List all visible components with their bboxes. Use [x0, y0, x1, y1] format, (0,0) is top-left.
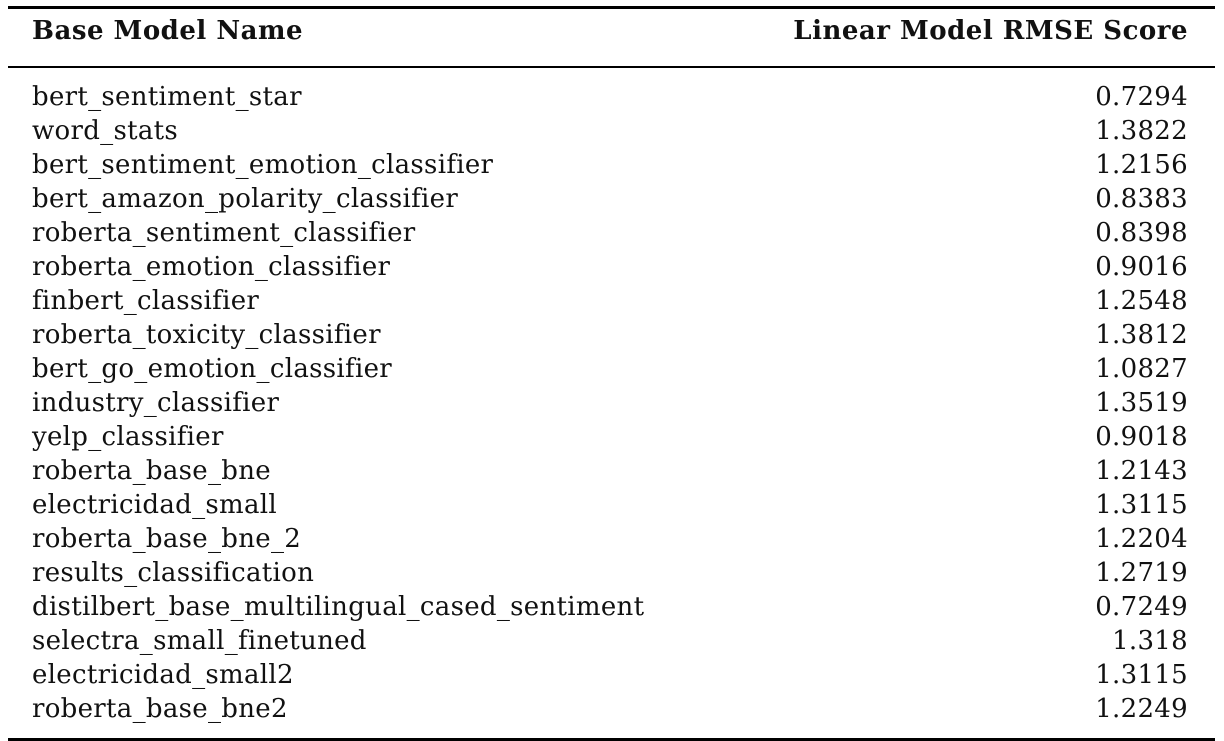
model-name-cell: finbert_classifier [32, 286, 260, 316]
header-rmse-score: Linear Model RMSE Score [793, 16, 1188, 46]
model-name-cell: roberta_base_bne2 [32, 694, 288, 724]
rmse-table: Base Model Name Linear Model RMSE Score … [8, 6, 1215, 741]
header-rule [8, 66, 1215, 68]
model-name-cell: bert_amazon_polarity_classifier [32, 184, 459, 214]
rmse-score-cell: 0.9016 [1095, 252, 1188, 282]
model-name-cell: roberta_sentiment_classifier [32, 218, 416, 248]
table-row: word_stats 1.3822 [8, 114, 1215, 148]
model-name-cell: word_stats [32, 116, 179, 146]
table-row: roberta_base_bne2 1.2249 [8, 692, 1215, 726]
rmse-score-cell: 1.3822 [1095, 116, 1188, 146]
table-row: bert_go_emotion_classifier 1.0827 [8, 352, 1215, 386]
model-name-cell: electricidad_small2 [32, 660, 294, 690]
rmse-score-cell: 1.2156 [1095, 150, 1188, 180]
rmse-score-cell: 1.3115 [1095, 660, 1188, 690]
table-row: roberta_sentiment_classifier 0.8398 [8, 216, 1215, 250]
model-name-cell: bert_sentiment_star [32, 82, 302, 112]
table-row: bert_sentiment_emotion_classifier 1.2156 [8, 148, 1215, 182]
table-row: electricidad_small 1.3115 [8, 488, 1215, 522]
model-name-cell: roberta_base_bne [32, 456, 271, 486]
table-row: finbert_classifier 1.2548 [8, 284, 1215, 318]
rmse-score-cell: 1.3519 [1095, 388, 1188, 418]
table-row: yelp_classifier 0.9018 [8, 420, 1215, 454]
table-row: selectra_small_finetuned 1.318 [8, 624, 1215, 658]
model-name-cell: industry_classifier [32, 388, 280, 418]
rmse-score-cell: 0.8383 [1095, 184, 1188, 214]
rmse-score-cell: 1.2548 [1095, 286, 1188, 316]
rmse-score-cell: 1.2204 [1095, 524, 1188, 554]
table-row: roberta_base_bne 1.2143 [8, 454, 1215, 488]
rmse-score-cell: 1.3115 [1095, 490, 1188, 520]
rmse-score-cell: 1.0827 [1095, 354, 1188, 384]
model-name-cell: bert_go_emotion_classifier [32, 354, 392, 384]
table-body: bert_sentiment_star 0.7294 word_stats 1.382… [8, 80, 1215, 726]
table-row: bert_sentiment_star 0.7294 [8, 80, 1215, 114]
model-name-cell: selectra_small_finetuned [32, 626, 367, 656]
model-name-cell: results_classification [32, 558, 315, 588]
model-name-cell: bert_sentiment_emotion_classifier [32, 150, 494, 180]
table-row: roberta_toxicity_classifier 1.3812 [8, 318, 1215, 352]
rmse-score-cell: 1.3812 [1095, 320, 1188, 350]
model-name-cell: roberta_base_bne_2 [32, 524, 302, 554]
rmse-score-cell: 1.2249 [1095, 694, 1188, 724]
rmse-score-cell: 1.2719 [1095, 558, 1188, 588]
rmse-score-cell: 0.9018 [1095, 422, 1188, 452]
model-name-cell: electricidad_small [32, 490, 278, 520]
model-name-cell: roberta_emotion_classifier [32, 252, 391, 282]
table-row: results_classification 1.2719 [8, 556, 1215, 590]
table-header: Base Model Name Linear Model RMSE Score [8, 9, 1215, 53]
model-name-cell: roberta_toxicity_classifier [32, 320, 381, 350]
rmse-score-cell: 0.8398 [1095, 218, 1188, 248]
table-row: industry_classifier 1.3519 [8, 386, 1215, 420]
table-row: distilbert_base_multilingual_cased_senti… [8, 590, 1215, 624]
rmse-score-cell: 0.7249 [1095, 592, 1188, 622]
rmse-score-cell: 0.7294 [1095, 82, 1188, 112]
top-rule [8, 6, 1215, 9]
table-row: bert_amazon_polarity_classifier 0.8383 [8, 182, 1215, 216]
table-row: roberta_emotion_classifier 0.9016 [8, 250, 1215, 284]
model-name-cell: yelp_classifier [32, 422, 224, 452]
table-row: electricidad_small2 1.3115 [8, 658, 1215, 692]
header-model-name: Base Model Name [32, 16, 303, 46]
rmse-score-cell: 1.318 [1112, 626, 1188, 656]
rmse-score-cell: 1.2143 [1095, 456, 1188, 486]
model-name-cell: distilbert_base_multilingual_cased_senti… [32, 592, 645, 622]
table-row: roberta_base_bne_2 1.2204 [8, 522, 1215, 556]
